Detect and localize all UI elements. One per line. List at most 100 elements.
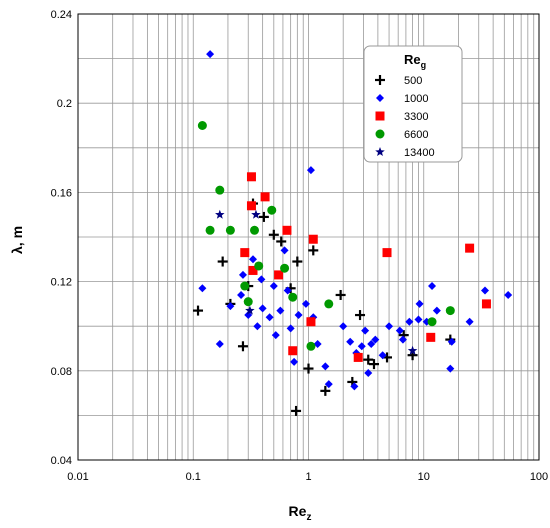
data-point-diamond	[237, 290, 246, 299]
data-point-diamond	[371, 335, 380, 344]
data-point-square	[308, 234, 318, 244]
data-point-diamond	[258, 304, 267, 313]
data-point-circle	[324, 299, 334, 309]
legend-marker-plus	[375, 75, 385, 85]
series-3300	[240, 172, 491, 362]
y-tick-label: 0.16	[51, 187, 72, 199]
legend-item-13400: 13400	[375, 147, 435, 159]
x-tick-label: 1	[305, 471, 311, 483]
data-point-diamond	[253, 322, 262, 331]
data-point-square	[288, 346, 298, 356]
data-point-star	[251, 209, 261, 219]
y-tick-label: 0.04	[51, 455, 72, 467]
data-point-diamond	[265, 313, 274, 322]
data-point-circle	[267, 205, 277, 215]
x-tick-label: 100	[530, 471, 548, 483]
data-point-square	[465, 243, 475, 253]
legend-item-500: 500	[375, 75, 422, 87]
data-point-circle	[445, 306, 455, 316]
data-point-diamond	[481, 286, 490, 295]
data-points	[193, 50, 513, 416]
legend-marker-square	[375, 111, 385, 121]
data-point-diamond	[350, 382, 359, 391]
data-point-diamond	[206, 50, 215, 59]
x-axis-label-sub: z	[306, 512, 311, 523]
data-point-plus	[368, 359, 379, 370]
data-point-diamond	[276, 306, 285, 315]
legend-items: 500 1000 3300 6600 13400	[375, 75, 435, 159]
legend-item-1000: 1000	[376, 93, 428, 105]
data-point-star	[215, 209, 225, 219]
data-point-square	[240, 248, 250, 258]
data-point-diamond	[238, 270, 247, 279]
data-point-plus	[258, 211, 269, 222]
legend-label: 6600	[404, 129, 428, 141]
data-point-square	[248, 265, 258, 275]
legend-label: 500	[404, 75, 422, 87]
y-axis-label: λ, m	[9, 226, 25, 254]
data-point-square	[353, 352, 363, 362]
legend-label: 13400	[404, 147, 435, 159]
data-point-diamond	[446, 364, 455, 373]
data-point-diamond	[339, 322, 348, 331]
data-point-circle	[288, 292, 298, 302]
data-point-circle	[215, 185, 225, 195]
data-point-diamond	[465, 317, 474, 326]
data-point-square	[306, 317, 316, 327]
data-point-circle	[240, 281, 250, 291]
data-point-plus	[335, 289, 346, 300]
legend-title-main: Re	[404, 52, 421, 67]
data-point-square	[246, 201, 256, 211]
data-point-diamond	[415, 299, 424, 308]
data-point-diamond	[294, 311, 303, 320]
data-point-circle	[225, 225, 235, 235]
data-point-plus	[320, 385, 331, 396]
x-axis-label: Rez	[289, 503, 312, 523]
data-point-diamond	[367, 340, 376, 349]
data-point-circle	[197, 121, 207, 130]
data-point-circle	[243, 297, 253, 307]
data-point-diamond	[290, 357, 299, 366]
data-point-diamond	[198, 284, 207, 293]
data-point-circle	[306, 341, 316, 351]
data-point-diamond	[364, 369, 373, 378]
data-point-diamond	[357, 342, 366, 351]
data-point-diamond	[215, 340, 224, 349]
data-point-diamond	[306, 166, 315, 175]
legend-label: 1000	[404, 93, 428, 105]
data-point-diamond	[504, 290, 513, 299]
data-point-square	[382, 248, 392, 258]
data-point-square	[246, 172, 256, 182]
data-point-diamond	[405, 317, 414, 326]
data-point-plus	[308, 245, 319, 256]
data-point-diamond	[432, 306, 441, 315]
legend-box	[363, 45, 463, 163]
legend-marker-circle	[375, 129, 385, 139]
data-point-diamond	[313, 340, 322, 349]
data-point-diamond	[447, 337, 456, 346]
y-tick-label: 0.08	[51, 366, 72, 378]
y-tick-label: 0.12	[51, 277, 72, 289]
data-point-star	[245, 305, 255, 315]
x-tick-label: 0.1	[186, 471, 201, 483]
grid-lines	[78, 14, 539, 460]
data-point-plus	[355, 310, 366, 321]
data-point-square	[260, 192, 270, 202]
data-point-plus	[217, 256, 228, 267]
data-point-plus	[276, 236, 287, 247]
data-point-circle	[205, 225, 215, 235]
data-point-square	[426, 332, 436, 342]
data-point-plus	[303, 363, 314, 374]
x-tick-label: 0.01	[67, 471, 88, 483]
data-point-diamond	[301, 299, 310, 308]
data-point-plus	[292, 256, 303, 267]
x-tick-label: 10	[418, 471, 430, 483]
data-point-diamond	[321, 362, 330, 371]
legend-title: Reg	[404, 52, 426, 70]
data-point-square	[481, 299, 491, 309]
plot-frame	[77, 13, 540, 461]
data-point-circle	[250, 225, 260, 235]
legend: Reg 500 1000 3300 6600 13400	[363, 45, 463, 163]
legend-marker-star	[375, 147, 385, 157]
